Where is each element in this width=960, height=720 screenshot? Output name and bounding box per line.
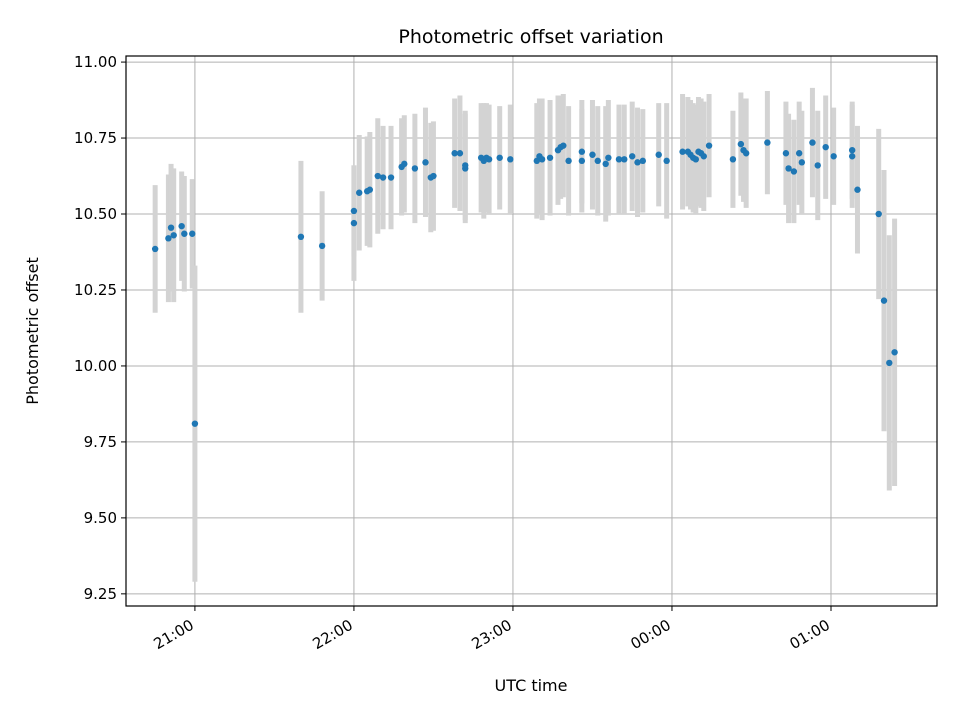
y-tick-label: 10.50 bbox=[74, 205, 117, 223]
data-point bbox=[318, 242, 326, 250]
data-point bbox=[880, 297, 888, 304]
data-point bbox=[565, 157, 572, 165]
data-point bbox=[886, 359, 893, 367]
data-point bbox=[589, 151, 596, 158]
data-point bbox=[875, 210, 882, 218]
data-point bbox=[374, 172, 381, 180]
data-point bbox=[639, 157, 647, 165]
data-point bbox=[655, 151, 662, 158]
data-point bbox=[178, 222, 185, 230]
data-point bbox=[422, 159, 429, 166]
data-point bbox=[297, 233, 305, 241]
data-point bbox=[546, 154, 554, 161]
data-point bbox=[366, 186, 374, 193]
data-point bbox=[621, 156, 628, 163]
chart-title: Photometric offset variation bbox=[398, 26, 663, 48]
data-point bbox=[507, 156, 514, 163]
data-point bbox=[830, 153, 837, 160]
data-point bbox=[560, 142, 567, 149]
data-point bbox=[485, 156, 493, 163]
data-point bbox=[737, 140, 745, 148]
data-point bbox=[350, 219, 358, 227]
data-point bbox=[798, 159, 806, 166]
y-tick-label: 10.75 bbox=[74, 129, 117, 147]
data-point bbox=[700, 153, 707, 160]
y-tick-label: 11.00 bbox=[74, 53, 117, 71]
y-axis-label: Photometric offset bbox=[23, 257, 42, 405]
data-point bbox=[594, 157, 601, 165]
y-tick-label: 9.50 bbox=[84, 509, 117, 527]
data-point bbox=[165, 235, 172, 242]
data-point bbox=[663, 157, 670, 165]
data-point bbox=[692, 156, 700, 163]
y-tick-label: 10.00 bbox=[74, 357, 117, 375]
data-point bbox=[151, 245, 159, 253]
data-point bbox=[848, 146, 856, 154]
data-point bbox=[605, 154, 612, 161]
data-point bbox=[634, 159, 641, 166]
data-point bbox=[496, 154, 503, 161]
data-point bbox=[785, 165, 792, 172]
data-point bbox=[795, 150, 803, 157]
data-point bbox=[629, 153, 636, 160]
data-point bbox=[729, 156, 737, 163]
data-point bbox=[356, 189, 363, 196]
data-point bbox=[181, 230, 188, 237]
data-point bbox=[782, 150, 790, 157]
data-point bbox=[891, 349, 898, 356]
y-tick-label: 9.75 bbox=[84, 433, 117, 451]
y-tick-label: 10.25 bbox=[74, 281, 117, 299]
data-point bbox=[602, 160, 609, 168]
data-point bbox=[170, 232, 177, 239]
data-point bbox=[790, 168, 798, 175]
data-point bbox=[764, 139, 771, 146]
y-axis-ticks: 9.25 9.50 9.75 10.00 10.25 10.50 10.75 11.00 bbox=[74, 53, 126, 603]
data-point bbox=[189, 230, 196, 237]
y-tick-label: 9.25 bbox=[84, 585, 117, 603]
data-point bbox=[411, 165, 419, 172]
data-point bbox=[379, 174, 387, 181]
data-point bbox=[814, 162, 821, 169]
data-point bbox=[191, 420, 199, 427]
data-point bbox=[462, 162, 469, 169]
data-point bbox=[401, 160, 408, 168]
x-axis-label: UTC time bbox=[495, 676, 568, 695]
data-points bbox=[151, 139, 898, 427]
data-point bbox=[854, 186, 861, 193]
data-point bbox=[430, 172, 437, 180]
data-point bbox=[578, 148, 586, 155]
data-point bbox=[456, 150, 464, 157]
data-point bbox=[809, 139, 816, 146]
data-point bbox=[848, 153, 856, 160]
data-point bbox=[350, 207, 358, 215]
data-point bbox=[387, 174, 395, 181]
data-point bbox=[451, 150, 458, 157]
plot-frame bbox=[125, 55, 938, 607]
data-point bbox=[578, 157, 586, 165]
data-point bbox=[615, 156, 623, 163]
data-point bbox=[538, 156, 546, 163]
data-point bbox=[742, 150, 750, 157]
data-point bbox=[705, 142, 713, 149]
data-point bbox=[167, 224, 175, 231]
data-point bbox=[679, 148, 686, 155]
data-point bbox=[822, 143, 829, 151]
